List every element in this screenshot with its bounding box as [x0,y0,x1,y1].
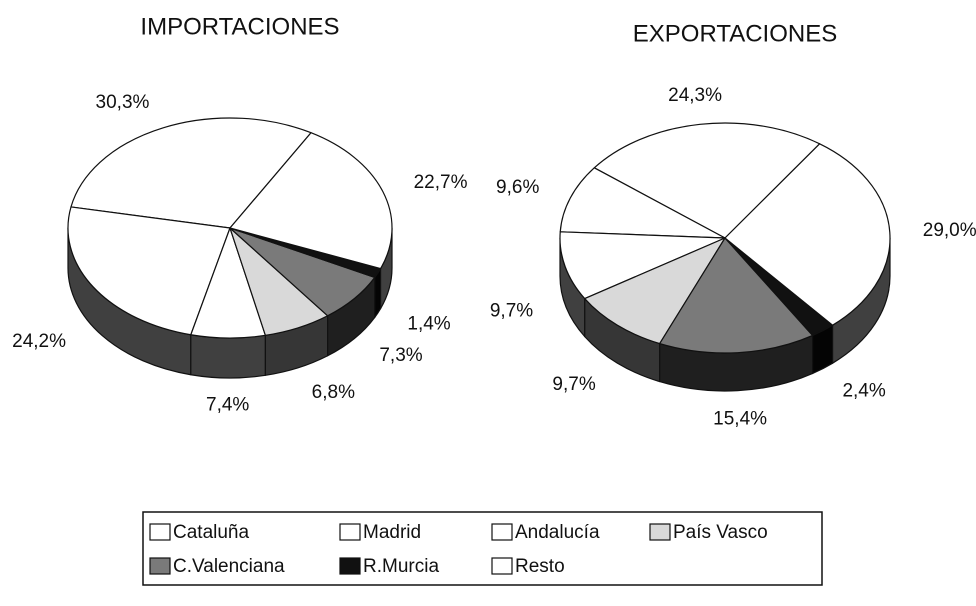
legend-label: Madrid [363,522,421,543]
pie-slice [559,167,726,239]
data-label: 2,4% [842,381,885,402]
data-label: 15,4% [713,408,767,429]
pie-side [190,334,266,379]
pie-slice [229,132,393,270]
data-label: 7,4% [206,395,249,416]
legend-swatch [149,557,171,575]
legend-label: C.Valenciana [173,556,285,577]
data-label: 29,0% [923,220,976,241]
chart-title: EXPORTACIONES [633,20,838,47]
data-label: 30,3% [96,92,150,113]
legend-label: Cataluña [173,522,249,543]
pie-slice [70,117,312,229]
data-label: 7,3% [379,345,422,366]
legend-label: Resto [515,556,565,577]
pie-slice [724,143,891,326]
pie-slice [559,231,726,300]
legend-swatch [491,523,513,541]
legend-box [142,511,823,586]
data-label: 1,4% [407,313,450,334]
chart-title: IMPORTACIONES [140,13,339,40]
legend-swatch [491,557,513,575]
data-label: 9,7% [490,301,533,322]
legend-swatch [339,557,361,575]
legend-label: Andalucía [515,522,600,543]
pie-slice [593,122,821,239]
pie-slice [584,237,726,345]
legend-swatch [649,523,671,541]
pie-slice [67,206,231,336]
data-label: 6,8% [312,382,355,403]
legend-swatch [339,523,361,541]
data-label: 24,2% [12,331,66,352]
legend-swatch [149,523,171,541]
pie-slice [659,237,814,354]
legend-label: R.Murcia [363,556,439,577]
data-label: 9,7% [552,374,595,395]
legend-label: País Vasco [673,522,768,543]
data-label: 9,6% [496,177,539,198]
data-label: 22,7% [414,172,468,193]
data-label: 24,3% [668,85,722,106]
